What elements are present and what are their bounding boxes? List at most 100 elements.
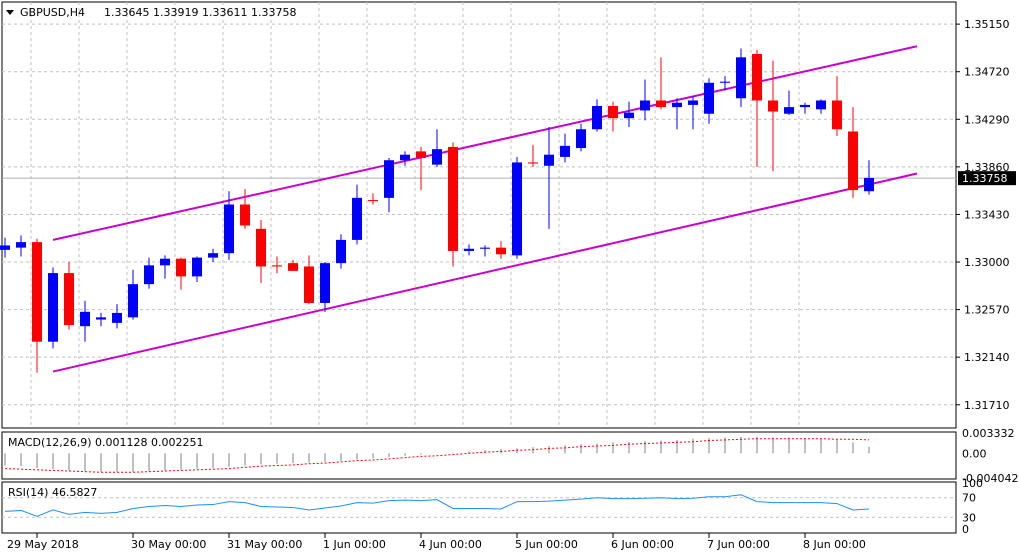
main-panel[interactable] <box>1 1 957 429</box>
candle-body <box>336 239 346 264</box>
candle <box>448 142 458 267</box>
symbol-label: GBPUSD,H4 <box>20 6 85 19</box>
candle-body <box>496 247 506 255</box>
candle-body <box>608 106 618 119</box>
candle-body <box>544 154 554 166</box>
candle-body <box>384 160 394 198</box>
candle-body <box>256 228 266 267</box>
candle-body <box>16 242 26 248</box>
candle-body <box>304 266 314 303</box>
candle <box>528 144 538 167</box>
candle <box>832 76 842 136</box>
candle-body <box>448 146 458 251</box>
time-tick-label: 31 May 00:00 <box>227 538 302 551</box>
candle <box>80 300 90 342</box>
rsi-axis-label: 0 <box>962 523 969 536</box>
candle <box>704 78 714 124</box>
candle-body <box>400 154 410 161</box>
price-tick-label: 1.35150 <box>964 18 1010 31</box>
candle <box>608 101 618 132</box>
candle-body <box>768 100 778 112</box>
candle <box>432 129 442 167</box>
candle <box>176 257 186 290</box>
candle-body <box>688 100 698 105</box>
channel-lower-line <box>52 172 918 373</box>
candle <box>160 255 170 279</box>
price-tick-label: 1.31710 <box>964 399 1010 412</box>
price-tick-label: 1.34720 <box>964 66 1010 79</box>
price-tick-label: 1.33860 <box>964 161 1010 174</box>
candle <box>512 156 522 259</box>
rsi-axis-label: 70 <box>962 492 976 505</box>
candle <box>32 238 42 373</box>
macd-label: MACD(12,26,9) 0.001128 0.002251 <box>8 436 204 449</box>
candle <box>576 123 586 152</box>
candle <box>688 96 698 130</box>
candle-body <box>32 242 42 342</box>
candle <box>768 60 778 172</box>
rsi-axis-label: 100 <box>962 477 983 490</box>
candle <box>592 99 602 132</box>
candle-body <box>176 258 186 277</box>
price-axis: 1.35150 1.34720 1.34290 1.33860 1.33430 1.330… <box>956 18 1018 536</box>
candle <box>336 234 346 269</box>
candle <box>560 133 570 163</box>
time-tick-label: 8 Jun 00:00 <box>803 538 866 551</box>
price-tag-background <box>958 171 1016 186</box>
candle <box>752 49 762 167</box>
candle-body <box>80 311 90 327</box>
candle-body <box>704 82 714 114</box>
candle-body <box>800 104 810 108</box>
candle-body <box>624 112 634 119</box>
candle <box>272 256 282 274</box>
candle <box>208 248 218 263</box>
candle-body <box>368 200 378 202</box>
candle-body <box>816 100 826 110</box>
candle-body <box>672 102 682 108</box>
dropdown-triangle-icon[interactable] <box>6 10 14 15</box>
rsi-axis-label: 30 <box>962 511 976 524</box>
time-tick-label: 6 Jun 00:00 <box>611 538 674 551</box>
candle-body <box>656 100 666 108</box>
rsi-panel[interactable] <box>1 481 957 534</box>
candle <box>736 48 746 108</box>
candle-body <box>560 145 570 157</box>
candle <box>128 269 138 320</box>
macd-layer <box>4 436 870 473</box>
macd-signal-line <box>4 438 870 473</box>
candle-body <box>208 253 218 258</box>
candle-body <box>48 273 58 342</box>
candle-body <box>192 257 202 277</box>
candle <box>816 99 826 114</box>
candle <box>240 188 250 229</box>
candle-body <box>432 149 442 165</box>
candle <box>496 241 506 259</box>
ohlc-label: 1.33645 1.33919 1.33611 1.33758 <box>104 6 296 19</box>
candle-body <box>320 263 330 303</box>
candle <box>224 191 234 260</box>
rsi-layer <box>2 494 956 518</box>
candle-body <box>848 131 858 191</box>
candle-body <box>160 258 170 266</box>
candle-body <box>128 284 138 318</box>
candle-body <box>592 106 602 130</box>
candle <box>864 160 874 195</box>
price-tick-label: 1.32140 <box>964 351 1010 364</box>
rsi-label: RSI(14) 46.5827 <box>8 486 97 499</box>
price-tag-text: 1.33758 <box>962 172 1008 185</box>
price-tick-label: 1.34290 <box>964 113 1010 126</box>
candle <box>416 146 426 191</box>
candle-body <box>288 263 298 271</box>
candle <box>464 244 474 256</box>
candle <box>288 259 298 271</box>
candle <box>304 255 314 305</box>
price-tick-label: 1.33000 <box>964 256 1010 269</box>
candle <box>192 256 202 282</box>
candle-body <box>224 204 234 254</box>
time-axis: 29 May 2018 30 May 00:00 31 May 00:00 1 Jun… <box>7 533 866 551</box>
candle-body <box>416 151 426 159</box>
candle <box>640 79 650 121</box>
macd-axis-label: -0.004042 <box>962 472 1018 485</box>
